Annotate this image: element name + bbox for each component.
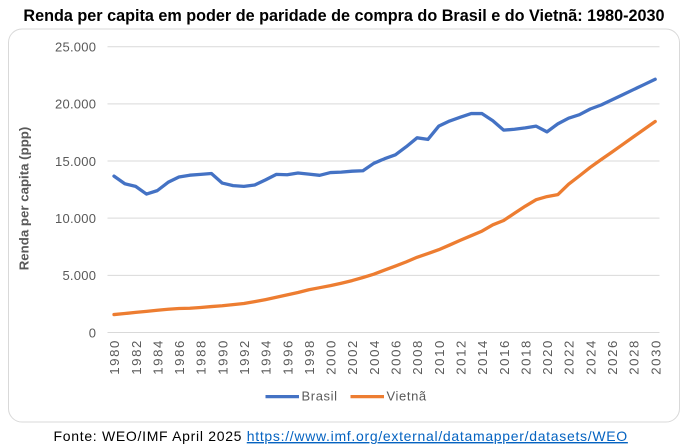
- svg-text:2010: 2010: [432, 339, 447, 375]
- svg-text:25.000: 25.000: [55, 39, 96, 54]
- svg-text:1994: 1994: [259, 339, 274, 375]
- svg-text:2030: 2030: [648, 339, 663, 375]
- svg-text:1992: 1992: [237, 339, 252, 375]
- svg-text:1984: 1984: [150, 339, 165, 375]
- svg-text:2016: 2016: [497, 339, 512, 375]
- svg-text:5.000: 5.000: [62, 268, 96, 283]
- svg-text:Fonte: WEO/IMF April 2025 http: Fonte: WEO/IMF April 2025 https://www.im…: [54, 428, 628, 444]
- svg-text:2028: 2028: [627, 339, 642, 375]
- svg-text:2002: 2002: [345, 339, 360, 375]
- svg-text:2026: 2026: [605, 339, 620, 375]
- svg-text:15.000: 15.000: [55, 154, 96, 169]
- svg-text:0: 0: [89, 325, 96, 340]
- svg-text:2006: 2006: [389, 339, 404, 375]
- svg-text:2004: 2004: [367, 339, 382, 375]
- svg-text:2012: 2012: [453, 339, 468, 375]
- svg-text:2014: 2014: [475, 339, 490, 375]
- svg-text:1986: 1986: [172, 339, 187, 375]
- svg-text:Brasil: Brasil: [302, 388, 338, 403]
- svg-text:2020: 2020: [540, 339, 555, 375]
- svg-text:2024: 2024: [583, 339, 598, 375]
- svg-text:Renda per capita (ppp): Renda per capita (ppp): [16, 127, 31, 271]
- svg-text:Renda per capita em poder de p: Renda per capita em poder de paridade de…: [23, 7, 664, 25]
- svg-text:2000: 2000: [324, 339, 339, 375]
- svg-text:20.000: 20.000: [55, 97, 96, 112]
- svg-text:1980: 1980: [107, 339, 122, 375]
- svg-text:2022: 2022: [562, 339, 577, 375]
- svg-text:1990: 1990: [215, 339, 230, 375]
- svg-text:Vietnã: Vietnã: [387, 388, 427, 403]
- svg-text:1988: 1988: [194, 339, 209, 375]
- svg-text:1996: 1996: [280, 339, 295, 375]
- svg-text:1982: 1982: [129, 339, 144, 375]
- svg-text:1998: 1998: [302, 339, 317, 375]
- svg-text:2018: 2018: [518, 339, 533, 375]
- svg-text:10.000: 10.000: [55, 211, 96, 226]
- svg-text:2008: 2008: [410, 339, 425, 375]
